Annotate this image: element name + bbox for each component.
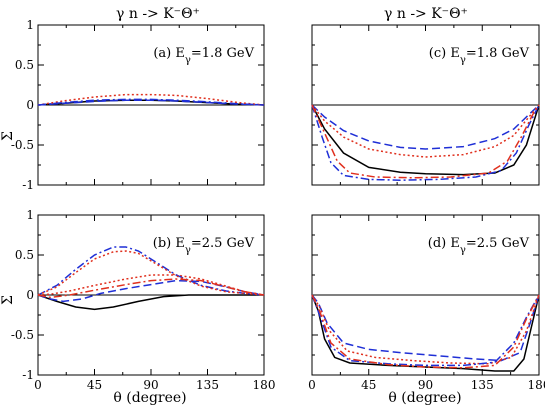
series-line-a-3 [37, 98, 265, 106]
series-line-d-0 [311, 294, 540, 372]
y-axis-label-bottom: Σ [0, 295, 16, 305]
panel-annotation: (d) Eγ=2.5 GeV [428, 236, 530, 256]
y-axis-label-top: Σ [0, 131, 16, 141]
y-tick-label: -0.5 [11, 138, 34, 152]
series-line-d-4 [311, 294, 540, 369]
panel-b: -1 -0.5 0 0.5 1 0 45 90 135 180 (b) Eγ=2.5 GeV [11, 208, 276, 392]
y-tick-label: 0.5 [15, 248, 34, 262]
x-axis-label-right: θ (degree) [388, 390, 461, 406]
x-axis-label-left: θ (degree) [113, 390, 186, 406]
series-line-d-3 [311, 294, 540, 367]
y-tick-label: -0.5 [11, 328, 34, 342]
series-line-c-4 [311, 104, 540, 179]
panels: -1 -0.5 0 0.5 1 (a) Eγ=1.8 GeV (c) Eγ=1.8 GeV -… [11, 18, 545, 392]
series-line-d-2 [311, 294, 540, 365]
series-line-c-0 [311, 104, 540, 176]
left-column-title: γ n -> K⁻Θ⁺ [116, 6, 200, 22]
x-tick-label: 45 [361, 378, 376, 392]
series-line-b-3 [37, 246, 265, 296]
panel-annotation: (a) Eγ=1.8 GeV [153, 46, 254, 66]
y-tick-label: -1 [22, 178, 34, 192]
series-line-a-2 [37, 93, 265, 106]
x-tick-label: 135 [471, 378, 494, 392]
panel-annotation: (b) Eγ=2.5 GeV [153, 236, 255, 256]
y-tick-label: 0 [26, 288, 34, 302]
x-tick-label: 0 [308, 378, 316, 392]
series-line-d-1 [311, 294, 540, 362]
y-tick-label: 0.5 [15, 58, 34, 72]
y-tick-label: 1 [26, 18, 34, 32]
panel-c: (c) Eγ=1.8 GeV [311, 24, 540, 186]
y-tick-label: -1 [22, 368, 34, 382]
x-tick-label: 180 [253, 378, 276, 392]
x-tick-label: 135 [196, 378, 219, 392]
panel-annotation: (c) Eγ=1.8 GeV [429, 46, 530, 66]
series-line-c-2 [311, 104, 540, 158]
right-column-title: γ n -> K⁻Θ⁺ [384, 6, 468, 22]
x-tick-label: 0 [34, 378, 42, 392]
x-tick-label: 90 [418, 378, 433, 392]
x-tick-label: 180 [528, 378, 545, 392]
y-tick-label: 1 [26, 208, 34, 222]
x-tick-label: 45 [87, 378, 102, 392]
series-line-b-5 [37, 278, 265, 299]
y-tick-label: 0 [26, 98, 34, 112]
panel-a: -1 -0.5 0 0.5 1 (a) Eγ=1.8 GeV [11, 18, 265, 192]
series-line-a-1 [37, 99, 265, 106]
series-line-c-1 [311, 104, 540, 150]
series-line-b-0 [37, 294, 264, 311]
panel-d: 0 45 90 135 180 (d) Eγ=2.5 GeV [308, 214, 545, 392]
x-tick-label: 90 [143, 378, 158, 392]
